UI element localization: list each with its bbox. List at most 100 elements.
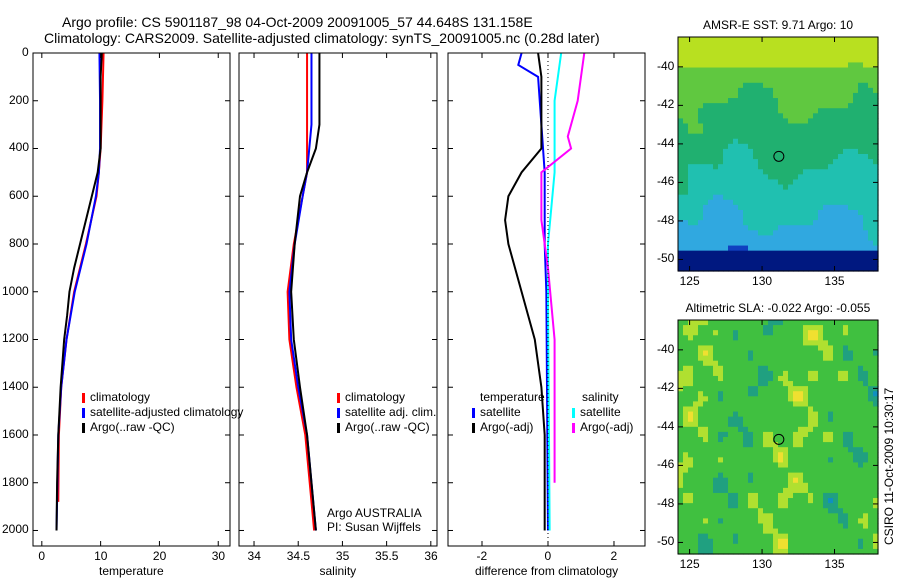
map-cell — [693, 72, 699, 79]
map-cell — [738, 381, 744, 387]
map-cell — [838, 437, 844, 443]
map-cell — [868, 118, 874, 125]
map-cell — [848, 154, 854, 160]
map-cell — [838, 538, 844, 545]
map-cell — [688, 220, 694, 226]
map-cell — [703, 503, 709, 509]
map-cell — [688, 179, 694, 186]
map-cell — [828, 437, 834, 443]
map-cell — [693, 154, 699, 160]
map-cell — [823, 447, 829, 453]
map-cell — [693, 174, 699, 181]
map-cell — [778, 548, 784, 555]
map-cell — [758, 265, 764, 272]
map-cell — [748, 320, 754, 326]
map-cell — [833, 240, 839, 247]
map-cell — [723, 416, 729, 423]
map-cell — [713, 365, 719, 372]
map-cell — [678, 164, 684, 170]
map-cell — [743, 164, 749, 170]
map-cell — [793, 108, 799, 114]
map-cell — [738, 411, 744, 418]
map-cell — [858, 426, 864, 433]
map-cell — [683, 447, 689, 453]
map-cell — [793, 421, 799, 428]
map-cell — [718, 411, 724, 418]
map-cell — [708, 431, 714, 438]
map-cell — [738, 189, 744, 196]
map-cell — [683, 72, 689, 79]
map-cell — [688, 533, 694, 540]
map-cell — [783, 179, 789, 186]
map-cell — [683, 245, 689, 252]
map-cell — [798, 245, 804, 252]
map-cell — [783, 255, 789, 262]
map-cell — [803, 159, 809, 165]
map-cell — [793, 164, 799, 170]
map-cell — [743, 52, 749, 58]
map-cell — [853, 518, 859, 525]
map-cell — [793, 370, 799, 377]
map-cell — [743, 503, 749, 509]
legend-label: climatology — [90, 390, 151, 404]
map-cell — [703, 426, 709, 433]
map-cell — [728, 437, 734, 443]
map-cell — [803, 477, 809, 484]
map-cell — [778, 482, 784, 489]
map-cell — [678, 77, 684, 84]
map-cell — [713, 467, 719, 474]
map-cell — [753, 462, 759, 469]
map-cell — [813, 62, 819, 69]
map-cell — [723, 426, 729, 433]
map-cell — [863, 67, 869, 74]
map-cell — [788, 174, 794, 181]
map-cell — [808, 47, 814, 53]
map-cell — [768, 406, 774, 413]
map-cell — [678, 194, 684, 201]
map-cell — [793, 199, 799, 206]
map-cell — [743, 548, 749, 555]
map-cell — [753, 442, 759, 448]
map-cell — [768, 386, 774, 392]
map-cell — [778, 103, 784, 109]
map-cell — [703, 538, 709, 545]
map-cell — [858, 245, 864, 252]
map-cell — [833, 113, 839, 119]
map-cell — [748, 538, 754, 545]
map-cell — [743, 189, 749, 196]
map-cell — [788, 350, 794, 357]
map-cell — [708, 189, 714, 196]
map-cell — [693, 320, 699, 326]
map-cell — [803, 325, 809, 331]
map-cell — [763, 386, 769, 392]
map-cell — [813, 370, 819, 377]
map-cell — [848, 128, 854, 135]
map-cell — [693, 518, 699, 525]
map-cell — [698, 103, 704, 109]
map-cell — [753, 138, 759, 145]
map-cell — [813, 159, 819, 165]
map-cell — [733, 245, 739, 252]
map-cell — [758, 447, 764, 453]
map-cell — [738, 325, 744, 331]
map-cell — [683, 528, 689, 535]
map-cell — [798, 57, 804, 64]
legend-swatch — [337, 408, 340, 418]
map-cell — [858, 57, 864, 64]
map-cell — [873, 174, 879, 181]
map-cell — [808, 538, 814, 545]
map-cell — [803, 416, 809, 423]
map-cell — [753, 108, 759, 114]
map-cell — [863, 148, 869, 155]
map-cell — [738, 498, 744, 504]
map-cell — [698, 47, 704, 53]
map-cell — [743, 138, 749, 145]
map-cell — [778, 113, 784, 119]
map-cell — [743, 498, 749, 504]
map-cell — [823, 174, 829, 181]
map-cell — [788, 386, 794, 392]
map-cell — [833, 411, 839, 418]
map-cell — [678, 128, 684, 135]
map-cell — [843, 148, 849, 155]
map-cell — [718, 386, 724, 392]
